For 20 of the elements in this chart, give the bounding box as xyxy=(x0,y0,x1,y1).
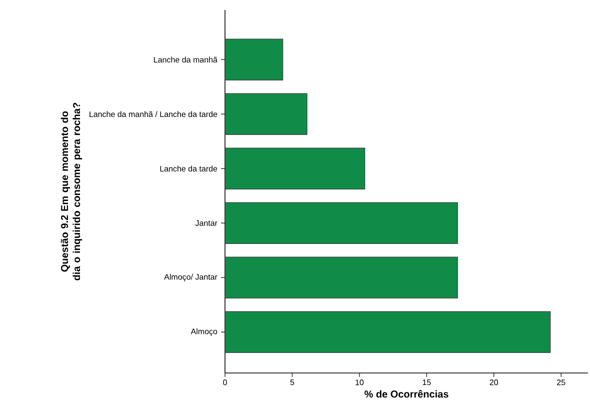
y-tick-label: Lanche da manhã xyxy=(154,56,218,63)
y-tick-label: Almoço xyxy=(190,328,218,336)
bar xyxy=(225,256,458,298)
y-tick-label: Lanche da manhã / Lanche da tarde xyxy=(90,111,218,118)
x-tick-label: 25 xyxy=(557,380,566,386)
y-tick-label: Lanche da tarde xyxy=(160,166,218,172)
x-axis-title: % de Ocorrências xyxy=(364,390,448,398)
x-tick-label: 20 xyxy=(490,380,498,386)
y-tick-label: Jantar xyxy=(195,220,218,226)
bar xyxy=(225,93,308,135)
bar xyxy=(225,148,366,190)
bar xyxy=(225,311,551,353)
y-axis-title: Questão 9.2 Em que momento do dia o inquirido consome pera rocha? xyxy=(60,102,82,280)
bar xyxy=(225,202,458,244)
y-tick-label: Almoço/ Jantar xyxy=(164,274,218,282)
bar xyxy=(225,38,284,80)
x-tick-label: 10 xyxy=(356,380,364,386)
x-tick-label: 0 xyxy=(223,380,227,386)
x-tick-label: 15 xyxy=(422,380,431,386)
x-tick-label: 5 xyxy=(290,380,294,386)
